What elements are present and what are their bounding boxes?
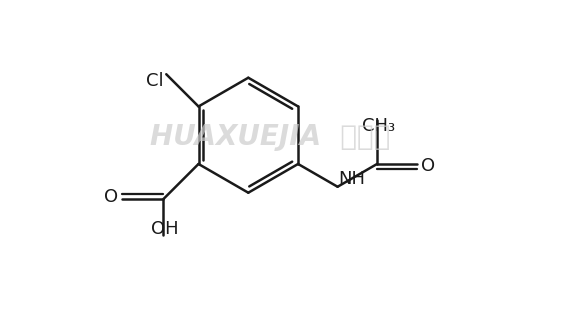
Text: HUAXUEJIA  化学加: HUAXUEJIA 化学加: [150, 123, 390, 151]
Text: OH: OH: [151, 220, 178, 238]
Text: CH₃: CH₃: [362, 117, 395, 135]
Text: Cl: Cl: [146, 72, 164, 90]
Text: NH: NH: [338, 170, 365, 188]
Text: O: O: [104, 188, 118, 206]
Text: O: O: [421, 157, 435, 175]
